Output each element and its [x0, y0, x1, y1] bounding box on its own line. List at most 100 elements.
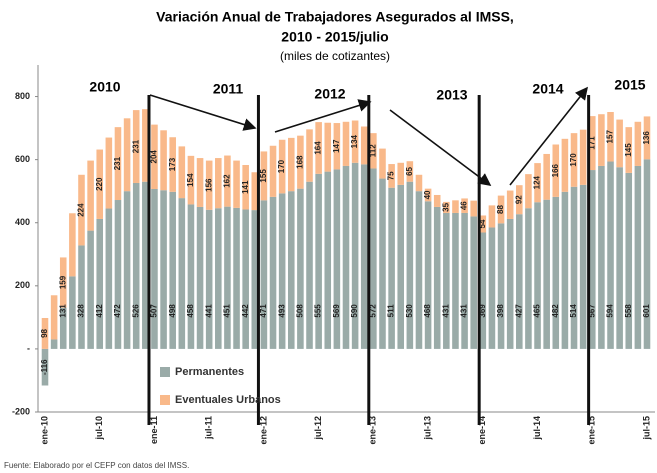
- bar-eventuales: [433, 194, 441, 207]
- bar-eventuales: [242, 164, 249, 210]
- value-label: 451: [223, 304, 232, 318]
- value-label: 224: [77, 203, 86, 217]
- bar-eventuales: [324, 122, 332, 172]
- bar-permanentes: [278, 193, 286, 349]
- value-label: 204: [150, 150, 159, 164]
- bar-permanentes: [634, 165, 642, 349]
- bar-eventuales: [406, 161, 414, 182]
- bar-permanentes: [415, 191, 423, 349]
- bar-permanentes: [105, 208, 113, 349]
- value-label: 75: [387, 171, 396, 180]
- bar-eventuales: [160, 130, 167, 191]
- value-label: 482: [551, 304, 560, 318]
- value-label: 35: [441, 202, 450, 211]
- chart-title: 2010 - 2015/julio: [281, 29, 388, 45]
- bar-eventuales: [132, 110, 140, 183]
- bar-eventuales: [342, 121, 350, 166]
- bar-eventuales: [379, 148, 386, 179]
- bar-permanentes: [205, 209, 213, 349]
- bar-eventuales: [142, 109, 149, 182]
- bar-permanentes: [424, 201, 432, 349]
- bar-eventuales: [187, 155, 195, 205]
- bar-permanentes: [169, 191, 176, 349]
- x-tick-label: ene-12: [258, 416, 268, 445]
- value-label: 590: [350, 304, 359, 318]
- bar-eventuales: [205, 160, 213, 210]
- bar-permanentes: [570, 186, 578, 349]
- value-label: 398: [496, 304, 505, 318]
- trend-arrow: [274, 99, 372, 133]
- year-label: 2012: [314, 86, 345, 102]
- x-tick-label: jul-13: [422, 416, 432, 441]
- legend-swatch: [160, 395, 170, 405]
- year-label: 2014: [532, 81, 563, 97]
- x-tick-label: ene-11: [149, 416, 159, 444]
- bar-eventuales: [479, 215, 487, 233]
- bar-permanentes: [151, 188, 158, 349]
- value-label: 328: [77, 304, 86, 318]
- chart-title: Variación Anual de Trabajadores Asegurad…: [156, 9, 514, 25]
- bar-permanentes: [452, 212, 459, 349]
- bar-eventuales: [306, 129, 313, 182]
- value-label: 40: [423, 190, 432, 199]
- bar-eventuales: [643, 116, 651, 160]
- value-label: 112: [368, 144, 377, 157]
- bar-permanentes: [579, 184, 587, 349]
- value-label: 92: [514, 195, 523, 204]
- value-label: 468: [423, 304, 432, 318]
- bar-eventuales: [278, 139, 286, 194]
- bar-eventuales: [287, 137, 295, 192]
- bar-permanentes: [461, 212, 468, 349]
- value-label: 465: [533, 304, 542, 318]
- x-tick-label: ene-10: [39, 416, 49, 445]
- value-label: 231: [131, 139, 140, 153]
- value-label: 431: [441, 304, 450, 318]
- value-label: 147: [332, 139, 341, 153]
- bar-permanentes: [333, 169, 341, 349]
- legend-swatch: [160, 367, 170, 377]
- bar-eventuales: [59, 257, 67, 308]
- bar-permanentes: [260, 200, 268, 349]
- bar-eventuales: [497, 195, 505, 224]
- bar-eventuales: [634, 121, 642, 166]
- bar-eventuales: [215, 158, 222, 209]
- bar-eventuales: [516, 185, 523, 215]
- value-label: 508: [296, 304, 305, 318]
- bar-permanentes: [269, 196, 277, 349]
- trend-arrow: [509, 86, 588, 186]
- value-label: 46: [460, 201, 469, 210]
- x-tick-label: jul-10: [94, 416, 104, 441]
- bar-permanentes: [488, 227, 496, 349]
- value-label: 431: [460, 304, 469, 318]
- year-label: 2015: [614, 77, 645, 93]
- value-label: 220: [95, 177, 104, 191]
- bar-eventuales: [370, 133, 377, 169]
- bar-permanentes: [233, 207, 240, 349]
- value-label: 427: [514, 304, 523, 318]
- bar-permanentes: [96, 218, 104, 349]
- bar-permanentes: [360, 164, 368, 349]
- bar-eventuales: [424, 188, 432, 202]
- bar-permanentes: [397, 184, 405, 349]
- y-tick-label: 800: [15, 91, 30, 101]
- bar-permanentes: [251, 210, 259, 349]
- bar-eventuales: [297, 135, 304, 189]
- year-label: 2013: [436, 87, 467, 103]
- bar-eventuales: [50, 295, 58, 340]
- bar-permanentes: [297, 188, 304, 349]
- bar-eventuales: [607, 112, 614, 162]
- bar-permanentes: [324, 171, 332, 349]
- bar-permanentes: [534, 202, 541, 349]
- bar-permanentes: [379, 178, 386, 349]
- bar-permanentes: [123, 191, 131, 349]
- value-label: 145: [624, 143, 633, 157]
- bar-permanentes: [41, 348, 49, 386]
- value-label: 157: [606, 130, 615, 144]
- bar-permanentes: [625, 172, 633, 349]
- bar-eventuales: [461, 198, 468, 213]
- bar-eventuales: [87, 160, 94, 231]
- y-tick-label: 400: [15, 217, 30, 227]
- value-label: 412: [95, 304, 104, 318]
- bar-eventuales: [178, 146, 186, 199]
